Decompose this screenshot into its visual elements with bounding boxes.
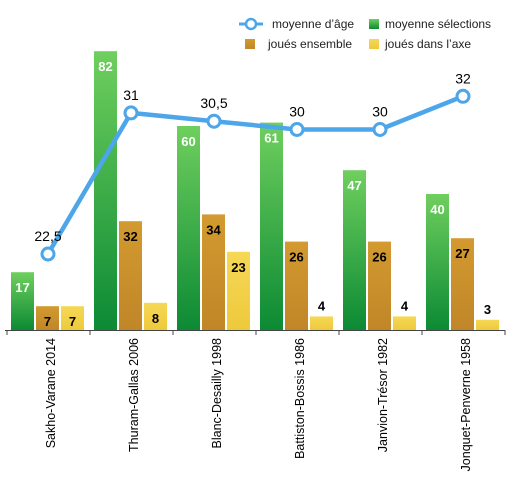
- bar-label-s0-c3: 61: [264, 131, 278, 146]
- bar-label-s1-c1: 32: [123, 229, 137, 244]
- line-series-layer: 22,5 31 30,5 30 30 32: [34, 70, 471, 262]
- legend-label-series-1: joués ensemble: [267, 37, 352, 51]
- legend-item-series-2: joués dans l’axe: [369, 37, 471, 51]
- legend-item-series-1: joués ensemble: [245, 37, 352, 51]
- bar-s0-c0: [11, 272, 34, 330]
- bar-label-s0-c1: 82: [98, 59, 112, 74]
- bar-s2-c1: [144, 302, 167, 330]
- bar-s2-c0: [61, 306, 84, 330]
- legend-label-series-2: joués dans l’axe: [384, 37, 471, 51]
- legend-item-series-0: moyenne sélections: [369, 17, 491, 31]
- x-axis: [5, 330, 506, 335]
- x-tick-labels: Sakho-Varane 2014 Thuram-Gallas 2006 Blanc…: [44, 338, 473, 471]
- bar-s0-c4: [343, 170, 366, 330]
- bar-label-s0-c2: 60: [181, 134, 195, 149]
- x-tick-label-5: Jonquet-Penverne 1958: [459, 338, 473, 471]
- line-label-5: 32: [455, 70, 471, 86]
- bar-label-s2-c2: 23: [231, 260, 245, 275]
- line-point-1: [123, 105, 139, 121]
- bar-s1-c3: [285, 241, 308, 330]
- line-point-4: [372, 122, 388, 137]
- bar-label-s2-c0: 7: [69, 314, 76, 329]
- bar-s0-c2: [177, 126, 200, 330]
- bar-s1-c1: [119, 221, 142, 330]
- bar-label-s1-c2: 34: [206, 222, 221, 237]
- bar-s2-c5: [476, 319, 499, 330]
- line-label-4: 30: [372, 104, 388, 120]
- legend-line-marker: [244, 17, 258, 31]
- bar-s0-c5: [426, 194, 449, 330]
- legend-label-series-0: moyenne sélections: [385, 17, 491, 31]
- line-series-path: [46, 94, 464, 256]
- legend-item-line: moyenne d’âge: [239, 17, 354, 31]
- bar-label-s0-c4: 47: [347, 178, 361, 193]
- x-tick-label-1: Thuram-Gallas 2006: [127, 338, 141, 452]
- bar-label-s0-c5: 40: [430, 202, 444, 217]
- line-label-2: 30,5: [200, 95, 227, 111]
- bar-s2-c2: [227, 251, 250, 330]
- line-label-0: 22,5: [34, 228, 61, 244]
- bar-label-s1-c4: 26: [372, 250, 386, 265]
- line-point-3: [289, 122, 305, 137]
- line-point-2: [206, 113, 222, 129]
- bar-label-s1-c0: 7: [44, 314, 51, 329]
- bar-s1-c5: [451, 238, 474, 330]
- bar-s2-c3: [310, 316, 333, 330]
- line-point-5: [455, 88, 471, 104]
- x-tick-label-4: Janvion-Trésor 1982: [376, 338, 390, 452]
- bar-s0-c1: [94, 51, 117, 330]
- bar-s0-c3: [260, 122, 283, 330]
- line-label-3: 30: [289, 104, 305, 120]
- bar-label-s2-c3: 4: [318, 298, 326, 313]
- line-label-1: 31: [123, 87, 139, 103]
- legend-swatch-series-1: [245, 39, 255, 49]
- bar-label-s2-c5: 3: [484, 302, 491, 317]
- bar-label-s2-c1: 8: [152, 311, 159, 326]
- bar-s2-c4: [393, 316, 416, 330]
- legend-swatch-series-0: [369, 19, 379, 29]
- bar-label-s1-c5: 27: [455, 246, 469, 261]
- bar-label-s0-c0: 17: [15, 280, 29, 295]
- bar-label-s2-c4: 4: [401, 298, 409, 313]
- x-tick-label-2: Blanc-Desailly 1998: [210, 338, 224, 449]
- bar-s1-c4: [368, 241, 391, 330]
- bars-layer: 17 7 7 82 32 8 60 34 23 61 26 4 47 26 4 40 27 3: [11, 51, 499, 330]
- line-point-0: [40, 246, 56, 262]
- x-tick-label-0: Sakho-Varane 2014: [44, 338, 58, 448]
- x-tick-label-3: Battiston-Bossis 1986: [293, 338, 307, 459]
- bar-label-s1-c3: 26: [289, 250, 303, 265]
- legend-label-line: moyenne d’âge: [272, 17, 354, 31]
- legend-swatch-series-2: [369, 39, 379, 49]
- legend: moyenne d’âge moyenne sélections joués e…: [239, 17, 491, 51]
- bar-s1-c0: [36, 306, 59, 330]
- bar-s1-c2: [202, 214, 225, 330]
